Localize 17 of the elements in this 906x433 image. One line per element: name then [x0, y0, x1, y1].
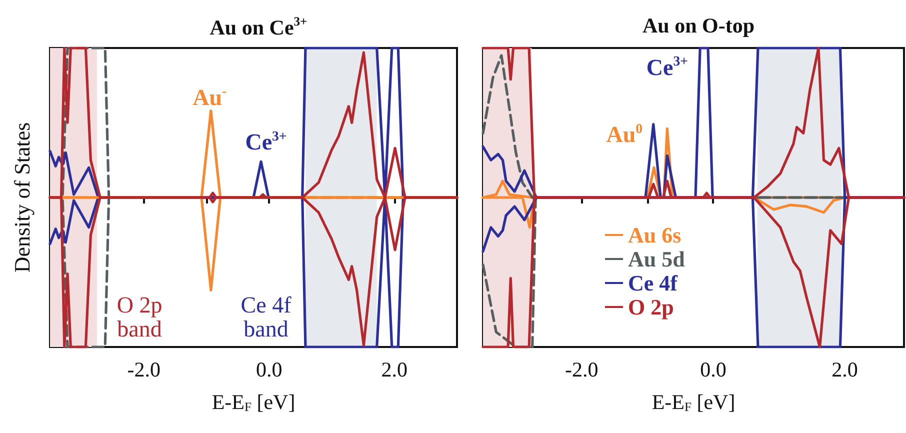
annotation: Ce 4f band [240, 292, 292, 342]
x-tick-label: -2.0 [565, 358, 598, 382]
x-tick-label: 2.0 [381, 358, 408, 382]
chart-title: Au on O-top [642, 14, 755, 38]
x-axis-title: E-EF [eV] [652, 390, 736, 414]
legend-label: Ce 4f [628, 270, 678, 296]
legend-label: O 2p [628, 294, 674, 320]
annotation: Au- [192, 84, 228, 110]
annotation: O 2p band [116, 292, 162, 342]
x-tick-label: 0.0 [256, 358, 282, 382]
x-axis-title: E-EF [eV] [212, 390, 296, 414]
x-tick-label: 0.0 [700, 358, 726, 382]
legend-label: Au 5d [628, 246, 685, 272]
x-tick-label: -2.0 [127, 358, 161, 382]
y-axis-title: Density of States [10, 122, 34, 273]
legend-label: Au 6s [628, 222, 682, 248]
x-tick-label: 2.0 [832, 358, 858, 382]
